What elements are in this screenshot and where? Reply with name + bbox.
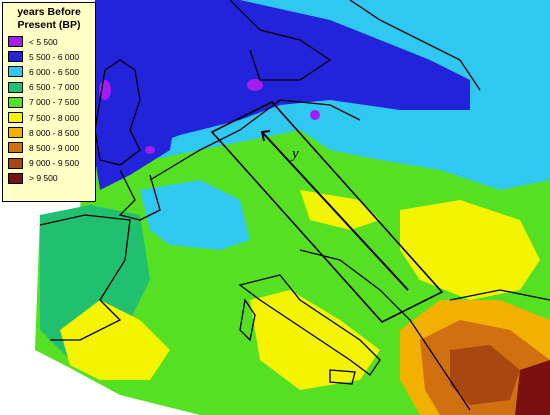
zone-5500-6000-north bbox=[95, 0, 470, 150]
coastlines bbox=[39, 0, 550, 411]
legend-label: 5 500 - 6 000 bbox=[29, 51, 80, 62]
legend-swatch bbox=[8, 81, 23, 93]
legend-swatch bbox=[8, 96, 23, 108]
legend-item: < 5 500 bbox=[3, 34, 95, 49]
legend-item: > 9 500 bbox=[3, 171, 95, 186]
legend-swatch bbox=[8, 157, 23, 169]
legend-label: 6 500 - 7 000 bbox=[29, 82, 80, 93]
legend-label: 7 500 - 8 000 bbox=[29, 112, 80, 123]
legend-label: > 9 500 bbox=[29, 173, 58, 184]
legend-item: 9 000 - 9 500 bbox=[3, 156, 95, 171]
legend-label: 6 000 - 6 500 bbox=[29, 66, 80, 77]
zone-lt5500-spot bbox=[247, 79, 263, 91]
zone-lt5500-spot bbox=[310, 110, 320, 120]
legend-label: 7 000 - 7 500 bbox=[29, 97, 80, 108]
corridor-arrow-shaft bbox=[261, 131, 409, 291]
zone-6000-6500-france bbox=[140, 180, 250, 250]
legend-swatch bbox=[8, 142, 23, 154]
legend-label: 8 000 - 8 500 bbox=[29, 127, 80, 138]
legend-title-line2: Present (BP) bbox=[17, 19, 81, 31]
legend-items: < 5 500 5 500 - 6 000 6 000 - 6 500 6 50… bbox=[3, 34, 95, 186]
legend-item: 6 500 - 7 000 bbox=[3, 80, 95, 95]
legend: years Before Present (BP) < 5 500 5 500 … bbox=[2, 2, 96, 202]
zone-9000-9500-greece bbox=[450, 345, 520, 405]
legend-swatch bbox=[8, 172, 23, 184]
legend-label: 9 000 - 9 500 bbox=[29, 158, 80, 169]
legend-swatch bbox=[8, 112, 23, 124]
legend-label: < 5 500 bbox=[29, 36, 58, 47]
legend-swatch bbox=[8, 36, 23, 48]
corridor-label: y bbox=[292, 146, 299, 162]
legend-swatch bbox=[8, 127, 23, 139]
zone-lt5500-spot bbox=[145, 146, 155, 154]
legend-item: 6 000 - 6 500 bbox=[3, 64, 95, 79]
legend-item: 8 000 - 8 500 bbox=[3, 125, 95, 140]
legend-item: 5 500 - 6 000 bbox=[3, 49, 95, 64]
zone-5500-6000-britain bbox=[92, 50, 180, 190]
zone-gt9500-anatolia bbox=[515, 360, 550, 415]
corridor-outline bbox=[210, 101, 444, 323]
legend-title: years Before Present (BP) bbox=[3, 3, 95, 34]
legend-swatch bbox=[8, 66, 23, 78]
legend-item: 7 500 - 8 000 bbox=[3, 110, 95, 125]
zone-7500-8000-balkans bbox=[400, 200, 540, 300]
zone-7500-8000-iberia bbox=[60, 300, 170, 380]
corridor-arrow-head bbox=[260, 130, 271, 142]
legend-swatch bbox=[8, 51, 23, 63]
legend-item: 8 500 - 9 000 bbox=[3, 140, 95, 155]
legend-label: 8 500 - 9 000 bbox=[29, 142, 80, 153]
legend-item: 7 000 - 7 500 bbox=[3, 95, 95, 110]
legend-title-line1: years Before bbox=[17, 6, 81, 18]
